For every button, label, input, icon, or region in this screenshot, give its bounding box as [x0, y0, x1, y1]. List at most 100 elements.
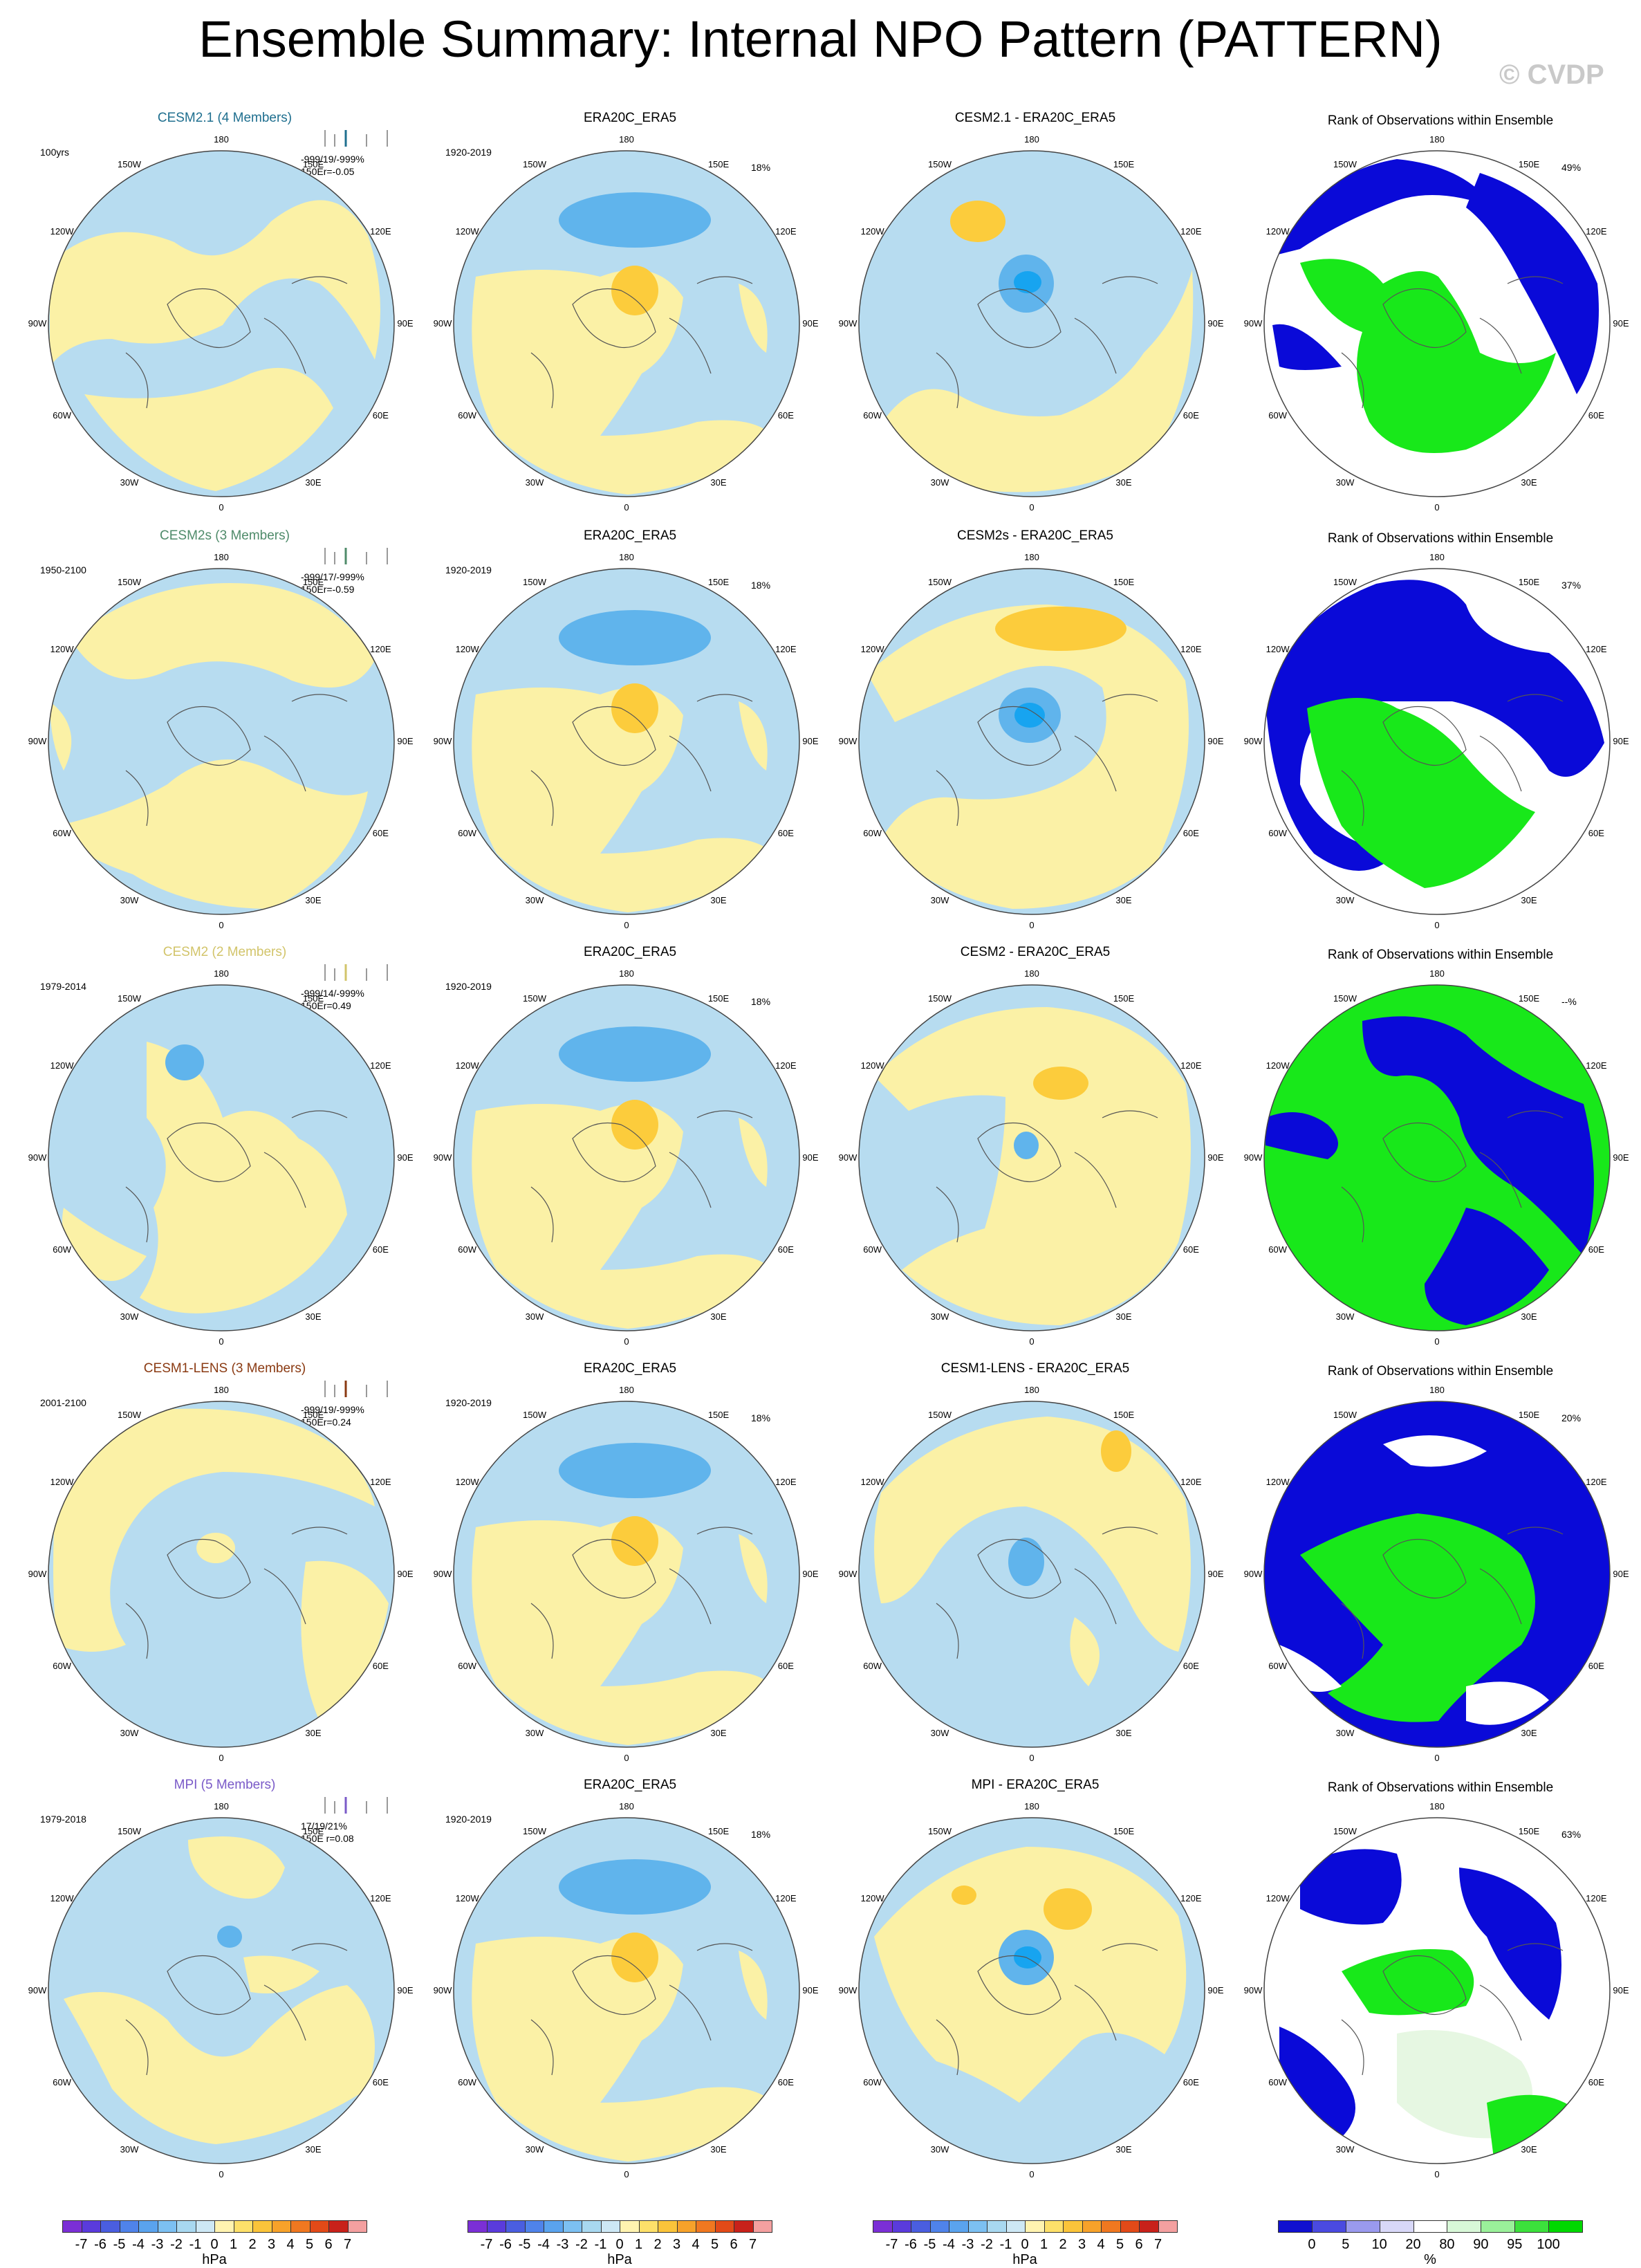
colorbar-swatch	[62, 2220, 82, 2233]
lon-label: 150E	[302, 1409, 324, 1420]
lon-label: 150E	[1113, 158, 1135, 169]
lon-label: 90E	[397, 1985, 414, 1995]
rank-map-row-4	[1263, 1401, 1611, 1748]
lon-label: 60E	[1588, 2077, 1604, 2087]
lon-label: 0	[1434, 2169, 1440, 2179]
lon-label: 30W	[1335, 895, 1355, 906]
panel-title: Rank of Observations within Ensemble	[1327, 948, 1554, 962]
period-label: 1920-2019	[445, 1397, 492, 1408]
lon-label: 60E	[372, 1244, 389, 1255]
colorbar-tick-label: -6	[905, 2237, 917, 2252]
stats-label: -999/17/-999%	[301, 571, 364, 582]
colorbar-swatch	[1278, 2220, 1313, 2233]
lon-label: 180	[214, 552, 229, 562]
colorbar-swatch	[1379, 2220, 1414, 2233]
diff-map-row-2-field-region	[867, 605, 1189, 909]
diff-map-row-5-field-region	[1014, 1946, 1041, 1969]
model-map-row-5-field-region	[188, 1836, 285, 1899]
colorbar-tick-label: 95	[1507, 2237, 1523, 2252]
diff-map-row-3-map-border	[858, 984, 1205, 1331]
lon-label: 180	[214, 134, 229, 145]
lon-label: 0	[1434, 1336, 1440, 1347]
colorbar-tick-label: 4	[286, 2237, 295, 2252]
colorbar-swatch	[1005, 2220, 1026, 2233]
obs-map-row-2	[453, 568, 800, 915]
colorbar-swatch	[1063, 2220, 1083, 2233]
lon-label: 0	[219, 1336, 224, 1347]
colorbar-swatch	[929, 2220, 949, 2233]
lon-label: 60W	[458, 1244, 476, 1255]
lon-label: 60E	[777, 410, 794, 421]
lon-label: 150W	[118, 993, 141, 1004]
colorbar-tick-label: 20	[1405, 2237, 1421, 2252]
colorbar-tick-label: 0	[1021, 2237, 1029, 2252]
lon-label: 180	[1024, 1385, 1039, 1395]
obs-map-row-2-field-region	[472, 688, 773, 912]
panel-diff-row-1: CESM2.1 - ERA20C_ERA5 180 150E 120E 90E 60E 30…	[838, 111, 1232, 526]
lon-label: 150W	[523, 993, 546, 1004]
model-map-row-1-field-region	[84, 367, 333, 491]
lon-label: 30E	[1521, 1311, 1537, 1322]
colorbar-swatch	[1120, 2220, 1140, 2233]
rank-map-row-1-field-region	[1466, 173, 1599, 394]
variance-label: 18%	[751, 580, 771, 591]
diff-map-row-3-field-region	[1033, 1067, 1088, 1100]
panel-title: Rank of Observations within Ensemble	[1327, 113, 1554, 128]
lon-label: 180	[619, 1801, 634, 1811]
model-map-row-5-map-border	[48, 1817, 395, 2164]
colorbar-tick-label: 100	[1537, 2237, 1560, 2252]
lon-label: 150E	[1518, 576, 1540, 587]
colorbar-swatch	[658, 2220, 678, 2233]
lon-label: 30E	[710, 477, 727, 488]
lon-label: 120W	[1265, 644, 1290, 654]
colorbar-swatch	[1082, 2220, 1102, 2233]
colorbar-tick-label: -7	[480, 2237, 493, 2252]
spread-ticks	[324, 130, 388, 147]
correlation-label: 150Er=0.49	[301, 1000, 351, 1011]
page-title: Ensemble Summary: Internal NPO Pattern (…	[198, 10, 1443, 68]
obs-map-row-5-field-region	[611, 1933, 658, 1982]
lon-label: 0	[219, 920, 224, 930]
lon-label: 60E	[372, 828, 389, 838]
diff-map-row-5-field-region	[952, 1886, 976, 1905]
obs-map-row-5-field-region	[472, 1937, 773, 2161]
colorbar-swatch	[734, 2220, 754, 2233]
lon-label: 0	[624, 2169, 629, 2179]
colorbar-tick-label: 7	[343, 2237, 352, 2252]
lon-label: 180	[1429, 1385, 1445, 1395]
diff-map-row-4-coastline	[936, 1527, 1158, 1659]
lon-label: 150W	[1333, 158, 1357, 169]
lon-label: 150W	[523, 576, 546, 587]
rank-map-row-3-field-region	[1265, 1112, 1338, 1159]
obs-map-row-1-map-border	[453, 150, 800, 497]
lon-label: 30W	[525, 895, 544, 906]
rank-map-row-4-field-region	[1300, 1513, 1535, 1722]
colorbar-swatch	[1481, 2220, 1516, 2233]
colorbar-tick-label: -2	[981, 2237, 993, 2252]
colorbar-swatch	[157, 2220, 177, 2233]
lon-label: 90E	[1207, 1985, 1224, 1995]
obs-map-row-4-map-border	[453, 1401, 800, 1748]
colorbar-swatch	[1514, 2220, 1550, 2233]
lon-label: 90W	[838, 1985, 857, 1995]
model-map-row-4-map-border	[48, 1401, 395, 1748]
obs-map-row-4-field-region	[559, 1443, 711, 1498]
colorbar-swatch	[967, 2220, 988, 2233]
colorbar-swatch	[620, 2220, 640, 2233]
model-map-row-3-coastline	[125, 1110, 348, 1243]
lon-label: 0	[219, 2169, 224, 2179]
lon-label: 90E	[802, 736, 819, 746]
obs-map-row-1-coastline	[530, 276, 753, 409]
panel-title: Rank of Observations within Ensemble	[1327, 1780, 1554, 1795]
colorbar-swatch	[195, 2220, 215, 2233]
lon-label: 60W	[863, 828, 882, 838]
lon-label: 90W	[838, 1152, 857, 1163]
lon-label: 180	[619, 552, 634, 562]
lon-label: 60W	[1268, 410, 1287, 421]
lon-label: 30E	[710, 2144, 727, 2155]
lon-label: 90E	[1613, 1985, 1629, 1995]
lon-label: 120E	[775, 644, 797, 654]
rank-percent-label: 49%	[1561, 162, 1582, 173]
colorbar-swatch	[309, 2220, 329, 2233]
colorbar-tick-label: 7	[748, 2237, 757, 2252]
